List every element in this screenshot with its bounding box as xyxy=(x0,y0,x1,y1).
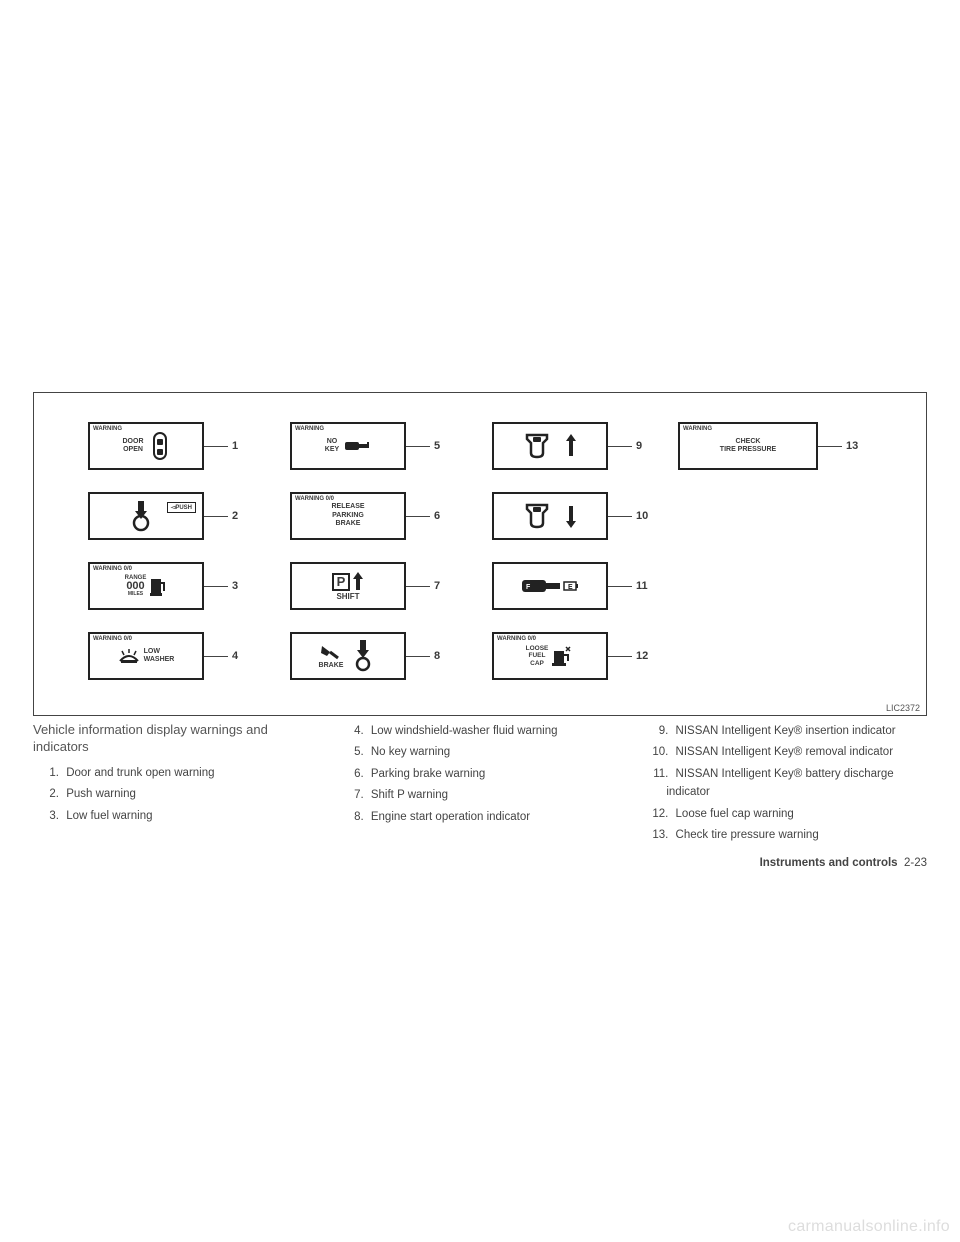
text: PARKING xyxy=(331,512,364,520)
indicator-number: 10 xyxy=(636,510,652,522)
indicator-number: 3 xyxy=(232,580,248,592)
diagram-column-1: WARNING DOOR OPEN 1 ◅PUSH 2 WA xyxy=(88,421,248,701)
legend-item: 4. Low windshield-washer fluid warning xyxy=(350,722,623,740)
indicator-number: 11 xyxy=(636,580,652,592)
legend-item: 13. Check tire pressure warning xyxy=(654,826,927,844)
text: BRAKE xyxy=(319,662,344,669)
indicator-number: 13 xyxy=(846,440,862,452)
indicator-2: ◅PUSH 2 xyxy=(88,491,248,541)
warning-label: WARNING xyxy=(93,426,122,432)
text: LOW xyxy=(144,648,175,656)
legend-item: 9. NISSAN Intelligent Key® insertion ind… xyxy=(654,722,927,740)
section-subhead: Vehicle information display warnings and… xyxy=(33,722,318,756)
indicator-number: 1 xyxy=(232,440,248,452)
text: OPEN xyxy=(123,446,144,454)
legend-item: 1. Door and trunk open warning xyxy=(45,764,318,782)
indicator-number: 2 xyxy=(232,510,248,522)
text: CHECK xyxy=(720,438,776,446)
fuel-cap-icon xyxy=(552,645,574,667)
indicator-number: 8 xyxy=(434,650,450,662)
text: SHIFT xyxy=(336,592,359,601)
indicator-number: 12 xyxy=(636,650,652,662)
svg-text:E: E xyxy=(568,584,573,591)
warning-label: WARNING 0/0 xyxy=(497,636,536,642)
legend-column-2: 4. Low windshield-washer fluid warning 5.… xyxy=(338,722,623,873)
key-slot-icon xyxy=(523,501,559,531)
text: DOOR xyxy=(123,438,144,446)
warning-label: WARNING 0/0 xyxy=(93,636,132,642)
indicator-number: 4 xyxy=(232,650,248,662)
text: CAP xyxy=(526,660,549,667)
indicator-number: 5 xyxy=(434,440,450,452)
diagram-column-2: WARNING NO KEY 5 WARNING 0/0 RELEASE PAR… xyxy=(290,421,450,701)
indicator-10: 10 xyxy=(492,491,652,541)
text: LOOSE xyxy=(526,645,549,652)
watermark: carmanualsonline.info xyxy=(788,1218,950,1236)
legend-item: 11. NISSAN Intelligent Key® battery disc… xyxy=(654,765,927,802)
indicator-5: WARNING NO KEY 5 xyxy=(290,421,450,471)
text: KEY xyxy=(325,446,339,454)
push-button-icon xyxy=(349,640,377,672)
indicator-number: 9 xyxy=(636,440,652,452)
diagram-code: LIC2372 xyxy=(886,703,920,713)
key-battery-icon: FE xyxy=(520,574,580,598)
indicator-1: WARNING DOOR OPEN 1 xyxy=(88,421,248,471)
diagram-column-4: WARNING CHECK TIRE PRESSURE 13 xyxy=(678,421,862,491)
text: BRAKE xyxy=(331,520,364,528)
key-slot-icon xyxy=(523,431,559,461)
fuel-icon xyxy=(149,575,167,597)
footer-section: Instruments and controls xyxy=(760,857,898,869)
text: FUEL xyxy=(526,652,549,659)
indicator-9: 9 xyxy=(492,421,652,471)
indicator-number: 6 xyxy=(434,510,450,522)
indicator-7: P SHIFT 7 xyxy=(290,561,450,611)
legend-item: 10. NISSAN Intelligent Key® removal indi… xyxy=(654,743,927,761)
legend-column-3: 9. NISSAN Intelligent Key® insertion ind… xyxy=(642,722,927,873)
page-footer: Instruments and controls 2-23 xyxy=(642,854,927,872)
footer-page: 2-23 xyxy=(904,857,927,869)
svg-text:F: F xyxy=(526,584,531,591)
push-icon xyxy=(126,499,166,533)
indicator-11: FE 11 xyxy=(492,561,652,611)
text: NO xyxy=(325,438,339,446)
legend-item: 12. Loose fuel cap warning xyxy=(654,805,927,823)
page-content: WARNING DOOR OPEN 1 ◅PUSH 2 WA xyxy=(33,392,927,873)
text: PUSH xyxy=(175,505,192,511)
warning-label: WARNING xyxy=(683,426,712,432)
warning-label: WARNING xyxy=(295,426,324,432)
warning-label: WARNING 0/0 xyxy=(93,566,132,572)
legend-text: Vehicle information display warnings and… xyxy=(33,722,927,873)
foot-brake-icon xyxy=(320,644,342,662)
washer-icon xyxy=(118,647,140,665)
indicator-12: WARNING 0/0 LOOSE FUEL CAP 12 xyxy=(492,631,652,681)
indicator-8: BRAKE 8 xyxy=(290,631,450,681)
indicator-4: WARNING 0/0 LOW WASHER 4 xyxy=(88,631,248,681)
arrow-down-icon xyxy=(565,504,577,528)
text: MILES xyxy=(125,592,147,597)
diagram-column-3: 9 10 FE 11 WARNING 0/0 LOOSE xyxy=(492,421,652,701)
text: WASHER xyxy=(144,656,175,664)
warning-diagram: WARNING DOOR OPEN 1 ◅PUSH 2 WA xyxy=(33,392,927,716)
legend-item: 8. Engine start operation indicator xyxy=(350,808,623,826)
legend-column-1: Vehicle information display warnings and… xyxy=(33,722,318,873)
key-icon xyxy=(345,439,371,453)
indicator-3: WARNING 0/0 RANGE 000 MILES 3 xyxy=(88,561,248,611)
indicator-number: 7 xyxy=(434,580,450,592)
legend-item: 3. Low fuel warning xyxy=(45,807,318,825)
arrow-up-icon xyxy=(565,434,577,458)
indicator-6: WARNING 0/0 RELEASE PARKING BRAKE 6 xyxy=(290,491,450,541)
legend-item: 7. Shift P warning xyxy=(350,786,623,804)
legend-item: 6. Parking brake warning xyxy=(350,765,623,783)
indicator-13: WARNING CHECK TIRE PRESSURE 13 xyxy=(678,421,862,471)
text: RELEASE xyxy=(331,503,364,511)
text: TIRE PRESSURE xyxy=(720,446,776,454)
warning-label: WARNING 0/0 xyxy=(295,496,334,502)
legend-item: 5. No key warning xyxy=(350,743,623,761)
car-icon xyxy=(150,431,170,461)
legend-item: 2. Push warning xyxy=(45,785,318,803)
arrow-up-icon xyxy=(352,572,364,592)
